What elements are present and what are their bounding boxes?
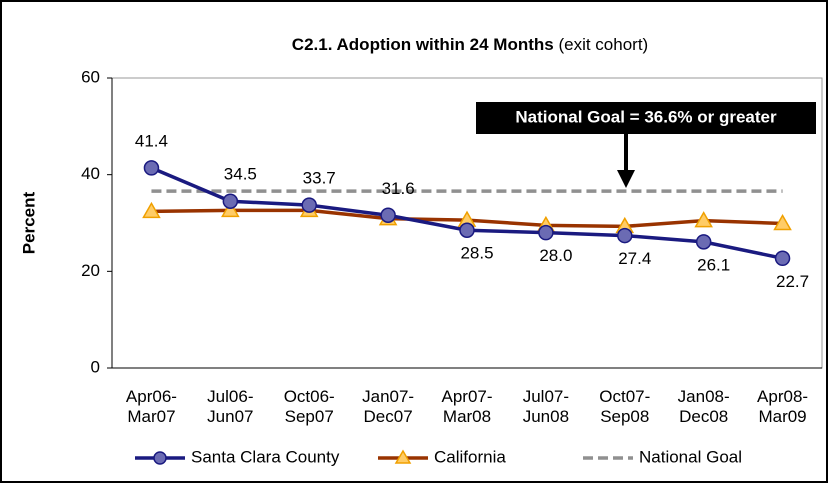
- x-tick-line: Sep08: [600, 407, 649, 426]
- point: [143, 160, 160, 176]
- data-label: 28.5: [460, 244, 493, 263]
- chart-title: C2.1. Adoption within 24 Months: [292, 35, 554, 54]
- x-tick-line: Mar09: [758, 407, 806, 426]
- x-tick-line: Mar07: [127, 407, 175, 426]
- point: [459, 222, 475, 238]
- chart-subtitle: (exit cohort): [558, 35, 648, 54]
- y-tick-label: 20: [81, 261, 100, 280]
- x-tick-label: Apr07-Mar08: [441, 387, 492, 426]
- point: [222, 193, 239, 209]
- annotation-arrowhead: [617, 170, 635, 188]
- x-tick-line: Apr06-: [126, 387, 177, 406]
- data-label: 27.4: [618, 249, 651, 268]
- x-tick-line: Mar08: [443, 407, 491, 426]
- x-tick-line: Jan07-: [362, 387, 414, 406]
- x-tick-line: Jan08-: [678, 387, 730, 406]
- x-tick-line: Dec08: [679, 407, 728, 426]
- point: [694, 211, 713, 228]
- data-label: 34.5: [224, 165, 257, 184]
- y-tick-label: 40: [81, 164, 100, 183]
- x-tick-line: Apr07-: [441, 387, 492, 406]
- x-tick-label: Oct07-Sep08: [599, 387, 650, 426]
- point: [221, 200, 240, 218]
- data-label: 31.6: [382, 179, 415, 198]
- point: [617, 227, 633, 244]
- point: [774, 250, 791, 267]
- x-tick-label: Apr06-Mar07: [126, 387, 177, 426]
- x-tick-label: Jul06-Jun07: [207, 387, 253, 426]
- data-label: 33.7: [303, 169, 336, 188]
- point: [538, 224, 554, 241]
- x-tick-line: Jul06-: [207, 387, 253, 406]
- point: [695, 234, 712, 250]
- legend-marker: [153, 451, 167, 465]
- data-label: 22.7: [776, 272, 809, 291]
- y-axis-label: Percent: [19, 191, 38, 254]
- y-tick-label: 60: [81, 67, 100, 86]
- x-tick-line: Oct06-: [284, 387, 335, 406]
- x-tick-label: Apr08-Mar09: [757, 387, 808, 426]
- y-tick-label: 0: [91, 357, 100, 376]
- point: [301, 197, 317, 213]
- point: [142, 201, 161, 219]
- x-tick-line: Oct07-: [599, 387, 650, 406]
- point: [773, 213, 792, 231]
- data-label: 28.0: [539, 246, 572, 265]
- legend-marker: [394, 449, 412, 464]
- x-tick-label: Oct06-Sep07: [284, 387, 335, 426]
- annotation-box: [476, 102, 816, 134]
- data-label: 26.1: [697, 255, 730, 274]
- legend-label: National Goal: [639, 447, 742, 466]
- data-label: 41.4: [135, 131, 168, 150]
- legend-label: Santa Clara County: [191, 447, 340, 466]
- chart-heading: C2.1. Adoption within 24 Months (exit co…: [292, 35, 648, 54]
- x-tick-label: Jan07-Dec07: [362, 387, 414, 426]
- x-tick-line: Apr08-: [757, 387, 808, 406]
- annotation: National Goal = 36.6% or greater: [515, 107, 777, 126]
- x-tick-line: Dec07: [364, 407, 413, 426]
- x-tick-line: Jun08: [523, 407, 569, 426]
- x-tick-label: Jan08-Dec08: [678, 387, 730, 426]
- legend-label: California: [434, 447, 506, 466]
- x-tick-line: Jul07-: [523, 387, 569, 406]
- point: [380, 207, 396, 224]
- x-tick-line: Jun07: [207, 407, 253, 426]
- x-tick-label: Jul07-Jun08: [523, 387, 569, 426]
- x-tick-line: Sep07: [285, 407, 334, 426]
